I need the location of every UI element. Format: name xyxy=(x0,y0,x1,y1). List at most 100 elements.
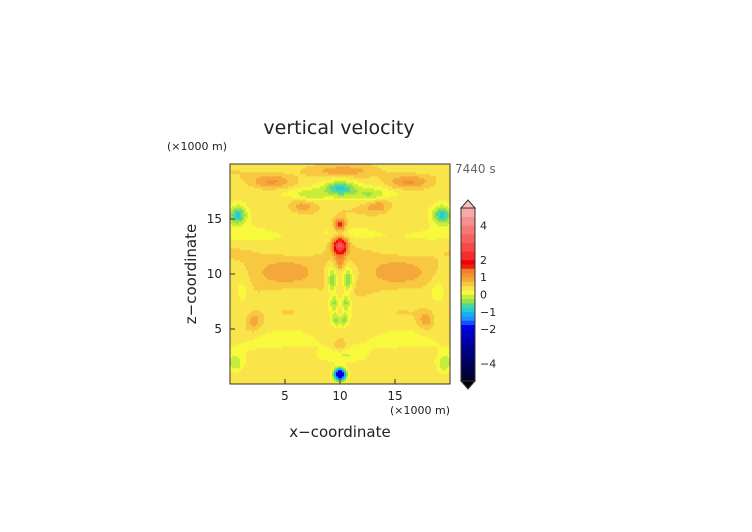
heatmap-cell xyxy=(308,220,311,223)
heatmap-cell xyxy=(238,340,241,343)
heatmap-cell xyxy=(250,228,253,231)
heatmap-cell xyxy=(290,264,293,267)
heatmap-cell xyxy=(252,186,255,189)
heatmap-cell xyxy=(312,256,315,259)
heatmap-cell xyxy=(258,348,261,351)
heatmap-cell xyxy=(306,216,309,219)
heatmap-cell xyxy=(268,362,271,365)
heatmap-cell xyxy=(304,290,307,293)
heatmap-cell xyxy=(302,254,305,257)
heatmap-cell xyxy=(268,214,271,217)
heatmap-cell xyxy=(260,328,263,331)
heatmap-cell xyxy=(232,310,235,313)
heatmap-cell xyxy=(310,274,313,277)
heatmap-cell xyxy=(292,216,295,219)
heatmap-cell xyxy=(230,366,233,369)
heatmap-cell xyxy=(282,284,285,287)
heatmap-cell xyxy=(232,358,235,361)
heatmap-cell xyxy=(230,278,233,281)
heatmap-cell xyxy=(260,354,263,357)
heatmap-cell xyxy=(290,246,293,249)
heatmap-cell xyxy=(264,348,267,351)
heatmap-cell xyxy=(288,182,291,185)
heatmap-cell xyxy=(314,360,317,363)
heatmap-cell xyxy=(276,278,279,281)
heatmap-cell xyxy=(270,258,273,261)
heatmap-cell xyxy=(310,372,313,375)
heatmap-cell xyxy=(256,314,259,317)
heatmap-cell xyxy=(318,174,321,177)
heatmap-cell xyxy=(304,192,307,195)
heatmap-cell xyxy=(244,344,247,347)
heatmap-cell xyxy=(314,268,317,271)
heatmap-cell xyxy=(238,192,241,195)
heatmap-cell xyxy=(248,358,251,361)
heatmap-cell xyxy=(256,302,259,305)
heatmap-cell xyxy=(280,184,283,187)
heatmap-cell xyxy=(242,180,245,183)
heatmap-cell xyxy=(288,190,291,193)
heatmap-cell xyxy=(310,378,313,381)
heatmap-cell xyxy=(290,372,293,375)
heatmap-cell xyxy=(310,318,313,321)
heatmap-cell xyxy=(230,210,233,213)
heatmap-cell xyxy=(238,324,241,327)
heatmap-cell xyxy=(270,240,273,243)
heatmap-cell xyxy=(286,260,289,263)
heatmap-cell xyxy=(230,206,233,209)
heatmap-cell xyxy=(280,170,283,173)
heatmap-cell xyxy=(316,182,319,185)
heatmap-cell xyxy=(314,336,317,339)
heatmap-cell xyxy=(264,288,267,291)
heatmap-cell xyxy=(254,208,257,211)
heatmap-cell xyxy=(282,220,285,223)
heatmap-cell xyxy=(282,250,285,253)
heatmap-cell xyxy=(308,172,311,175)
heatmap-cell xyxy=(262,378,265,381)
heatmap-cell xyxy=(238,344,241,347)
heatmap-cell xyxy=(304,214,307,217)
heatmap-cell xyxy=(282,252,285,255)
heatmap-cell xyxy=(298,378,301,381)
heatmap-cell xyxy=(272,196,275,199)
heatmap-cell xyxy=(274,250,277,253)
heatmap-cell xyxy=(248,228,251,231)
heatmap-cell xyxy=(238,246,241,249)
heatmap-cell xyxy=(314,266,317,269)
heatmap-cell xyxy=(316,252,319,255)
heatmap-cell xyxy=(238,302,241,305)
heatmap-cell xyxy=(282,208,285,211)
heatmap-cell xyxy=(320,318,323,321)
heatmap-cell xyxy=(278,350,281,353)
heatmap-cell xyxy=(294,226,297,229)
heatmap-cell xyxy=(292,338,295,341)
heatmap-cell xyxy=(236,206,239,209)
heatmap-cell xyxy=(310,298,313,301)
heatmap-cell xyxy=(234,180,237,183)
heatmap-cell xyxy=(234,242,237,245)
heatmap-cell xyxy=(296,164,299,167)
heatmap-cell xyxy=(266,368,269,371)
heatmap-cell xyxy=(274,272,277,275)
heatmap-cell xyxy=(304,364,307,367)
heatmap-cell xyxy=(230,170,233,173)
heatmap-cell xyxy=(250,334,253,337)
heatmap-cell xyxy=(260,166,263,169)
heatmap-cell xyxy=(260,258,263,261)
heatmap-cell xyxy=(248,286,251,289)
heatmap-cell xyxy=(300,172,303,175)
heatmap-cell xyxy=(270,218,273,221)
heatmap-cell xyxy=(314,290,317,293)
heatmap-cell xyxy=(256,292,259,295)
heatmap-cell xyxy=(304,180,307,183)
heatmap-cell xyxy=(316,212,319,215)
heatmap-cell xyxy=(318,220,321,223)
heatmap-cell xyxy=(316,338,319,341)
heatmap-cell xyxy=(262,356,265,359)
heatmap-cell xyxy=(250,282,253,285)
heatmap-cell xyxy=(268,212,271,215)
heatmap-cell xyxy=(284,242,287,245)
heatmap-cell xyxy=(294,334,297,337)
heatmap-cell xyxy=(306,168,309,171)
heatmap-cell xyxy=(246,264,249,267)
